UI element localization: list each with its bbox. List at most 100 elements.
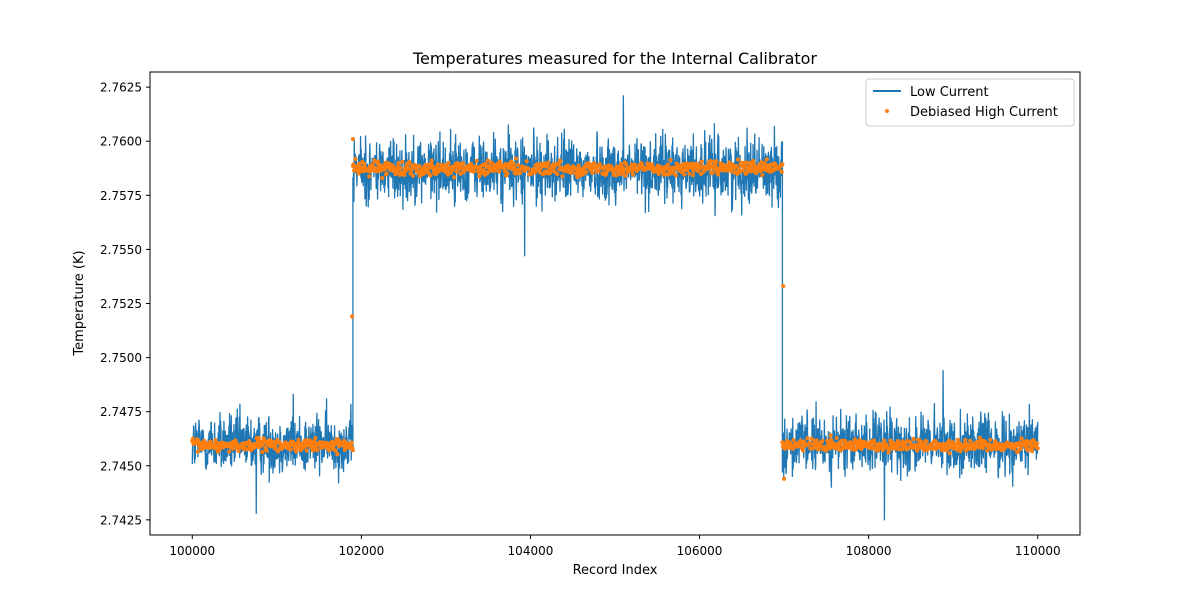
x-tick-label: 104000 [508,544,554,558]
high-current-point [764,157,769,162]
legend: Low Current Debiased High Current [865,78,1075,127]
high-current-point [335,452,340,457]
high-current-point [754,171,759,176]
high-current-point [454,169,459,174]
y-tick-label: 2.7450 [100,459,142,473]
high-current-point [485,158,491,163]
x-tick-label: 106000 [677,544,723,558]
high-current-point [367,174,372,179]
high-current-point [729,169,734,174]
high-current-point [667,171,672,176]
high-current-point [400,159,405,164]
high-current-point [190,436,195,441]
high-current-point [1018,446,1023,451]
high-current-point [288,447,293,452]
y-tick-label: 2.7550 [100,243,142,257]
high-current-point [809,436,814,441]
high-current-point [805,436,810,441]
high-current-point [417,163,422,169]
high-current-point [690,173,696,178]
high-current-point [489,160,494,165]
high-current-point [195,449,200,454]
high-current-point [293,449,299,454]
x-axis: 100000 102000 104000 106000 108000 110000 [169,535,1061,558]
high-current-point [569,169,574,175]
high-current-point [816,447,821,452]
high-current-point [202,438,207,444]
high-current-point [624,162,629,167]
high-current-point [988,437,993,442]
high-current-point [313,435,318,441]
series-debiased-high-current [190,136,1040,481]
high-current-point [744,160,749,165]
high-current-point [922,447,927,453]
high-current-point [689,161,694,166]
y-tick-label: 2.7600 [100,135,142,149]
high-current-outlier-point [828,433,833,438]
high-current-point [772,161,778,166]
high-current-point [260,450,265,455]
high-current-point [310,448,316,453]
high-current-point [708,159,713,164]
high-current-point [993,439,998,444]
high-current-point [545,164,550,169]
high-current-point [535,162,540,167]
high-current-point [687,171,692,176]
high-current-point [1035,441,1040,446]
high-current-point [560,174,565,179]
high-current-point [955,437,960,442]
y-axis-label: Temperature (K) [72,250,87,356]
high-current-point [410,173,416,178]
high-current-point [435,162,441,167]
series-low-current [191,95,1039,521]
high-current-point [779,169,784,174]
high-current-point [327,448,332,453]
high-current-point [505,171,510,176]
high-current-point [922,444,927,449]
plot-frame [149,71,1081,536]
high-current-point [555,171,560,177]
high-current-point [537,170,542,175]
high-current-point [946,438,952,444]
high-current-point [619,161,624,167]
high-current-point [780,162,785,167]
high-current-point [872,438,877,443]
high-current-point [208,439,213,444]
high-current-point [513,156,519,161]
high-current-point [342,438,347,443]
high-current-point [924,439,929,444]
high-current-point [911,436,916,442]
high-current-point [545,160,551,165]
high-current-point [471,169,476,174]
high-current-point [915,448,920,453]
high-current-point [515,162,521,168]
high-current-point [558,159,563,164]
x-tick-label: 102000 [338,544,384,558]
high-current-point [882,438,887,443]
high-current-point [947,451,952,456]
high-current-point [1030,448,1035,454]
high-current-point [270,439,275,444]
high-current-point [452,175,457,180]
high-current-point [713,163,718,168]
y-axis: 2.7425 2.7450 2.7475 2.7500 2.7525 2.7550 2.75… [100,81,150,527]
high-current-point [357,161,362,166]
high-current-point [710,170,715,176]
high-current-point [859,446,864,452]
high-current-point [296,437,301,442]
high-current-point [445,172,451,177]
high-current-point [429,158,434,163]
x-tick-label: 110000 [1015,544,1061,558]
y-tick-label: 2.7500 [100,351,142,365]
high-current-outlier-point [349,314,355,319]
high-current-point [384,171,389,176]
high-current-point [980,446,985,451]
high-current-point [682,172,687,177]
high-current-point [497,169,502,174]
legend-label-low-current: Low Current [910,85,989,100]
high-current-point [963,437,968,443]
y-tick-label: 2.7525 [100,297,142,311]
high-current-point [727,160,732,165]
high-current-point [380,175,385,181]
